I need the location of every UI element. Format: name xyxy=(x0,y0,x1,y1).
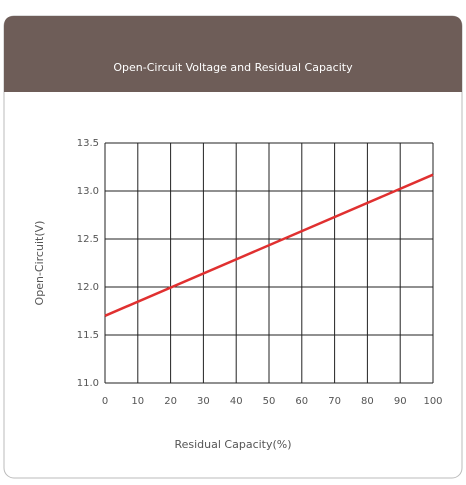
y-tick-label: 11.0 xyxy=(77,378,99,389)
y-tick-label: 12.5 xyxy=(77,234,99,245)
x-axis-label: Residual Capacity(%) xyxy=(174,438,291,451)
y-tick-label: 13.5 xyxy=(77,138,99,149)
x-tick-label: 40 xyxy=(230,396,243,407)
y-tick-label: 11.5 xyxy=(77,330,99,341)
x-tick-label: 50 xyxy=(263,396,276,407)
x-tick-label: 90 xyxy=(394,396,407,407)
x-tick-label: 60 xyxy=(295,396,308,407)
x-tick-label: 80 xyxy=(361,396,374,407)
y-tick-label: 13.0 xyxy=(77,186,99,197)
x-tick-label: 10 xyxy=(131,396,144,407)
x-tick-label: 30 xyxy=(197,396,210,407)
x-tick-label: 100 xyxy=(423,396,442,407)
line xyxy=(104,173,434,317)
x-tick-label: 70 xyxy=(328,396,341,407)
chart-title: Open-Circuit Voltage and Residual Capaci… xyxy=(113,61,353,74)
y-tick-label: 12.0 xyxy=(77,282,99,293)
y-axis-label: Open-Circuit(V) xyxy=(33,221,46,306)
header xyxy=(4,16,462,92)
x-tick-label: 0 xyxy=(102,396,108,407)
x-tick-label: 20 xyxy=(164,396,177,407)
